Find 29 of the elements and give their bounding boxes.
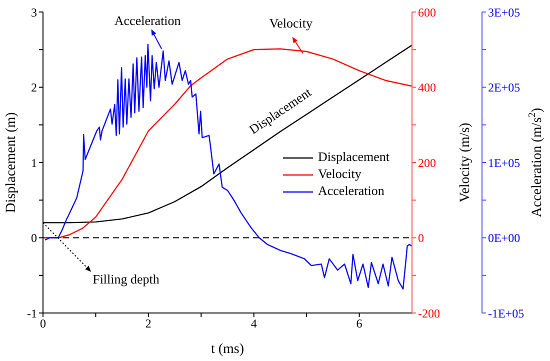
x-axis-title: t (ms) xyxy=(210,342,244,357)
x-tick-label: 2 xyxy=(145,316,152,331)
y3-tick-label: 1E+05 xyxy=(488,156,520,170)
line-series xyxy=(44,44,412,290)
y-tick-label: 0 xyxy=(31,231,37,246)
y3-tick-label: 0E+00 xyxy=(488,231,520,246)
y2-tick-label: 200 xyxy=(418,156,436,170)
y2-tick-label: -200 xyxy=(418,306,440,320)
y-tick-label: 1 xyxy=(31,156,37,170)
y-tick-label: 2 xyxy=(31,80,37,95)
y-tick-label: 3 xyxy=(31,5,37,20)
annotation: Filling depth xyxy=(92,272,160,287)
y-axis-title: Displacement (m) xyxy=(4,112,20,213)
legend-label: Velocity xyxy=(318,166,362,181)
y2-tick-label: 600 xyxy=(418,5,436,20)
y-tick-label: -1 xyxy=(27,306,37,320)
x-tick-label: 0 xyxy=(40,316,46,331)
y2-tick-label: 400 xyxy=(418,80,436,95)
x-tick-label: 6 xyxy=(356,316,362,331)
y3-tick-label: -1E+05 xyxy=(488,306,524,320)
annotation: Velocity xyxy=(269,15,314,30)
y2-axis-title: Velocity (m/s) xyxy=(458,122,474,202)
x-tick-label: 4 xyxy=(250,316,257,331)
y2-tick-label: 0 xyxy=(418,231,424,246)
y3-tick-label: 2E+05 xyxy=(488,80,520,95)
legend-label: Displacement xyxy=(318,148,390,164)
legend-label: Acceleration xyxy=(318,182,385,198)
y3-tick-label: 3E+05 xyxy=(488,5,520,20)
annotation: Acceleration xyxy=(114,12,182,28)
